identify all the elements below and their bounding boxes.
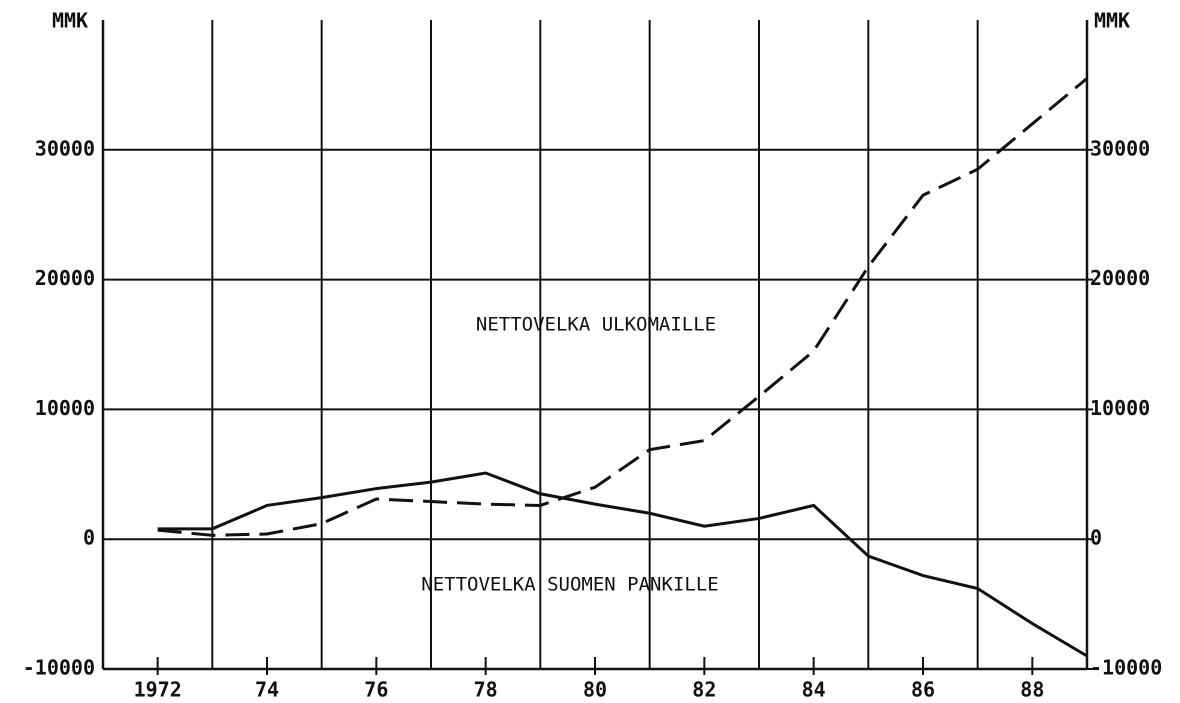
y-tick-label: 0: [83, 526, 95, 550]
x-tick-label: 88: [1020, 678, 1044, 702]
series-line: [157, 77, 1088, 537]
x-tick-label: 74: [255, 678, 279, 702]
x-tick-label: 1972: [134, 678, 182, 702]
y2-tick-label: 20000: [1090, 266, 1150, 290]
y2-tick-label: -10000: [1090, 656, 1162, 680]
x-tick-label: 86: [911, 678, 935, 702]
x-tick-label: 84: [802, 678, 826, 702]
y2-tick-label: 10000: [1090, 396, 1150, 420]
series-line: [157, 471, 1088, 658]
y-tick-label: 30000: [35, 136, 95, 160]
y-axis-label: MMK: [52, 9, 88, 33]
y-tick-label: -10000: [23, 656, 95, 680]
x-tick-label: 82: [692, 678, 716, 702]
x-tick-label: 80: [583, 678, 607, 702]
x-tick-label: 78: [474, 678, 498, 702]
y2-tick-label: 0: [1090, 526, 1102, 550]
y-tick-label: 10000: [35, 396, 95, 420]
y2-tick-label: 30000: [1090, 136, 1150, 160]
x-tick-label: 76: [364, 678, 388, 702]
series-label: NETTOVELKA SUOMEN PANKILLE: [421, 574, 718, 596]
series-label: NETTOVELKA ULKOMAILLE: [476, 314, 716, 336]
y-tick-label: 20000: [35, 266, 95, 290]
y2-axis-label: MMK: [1094, 9, 1130, 33]
